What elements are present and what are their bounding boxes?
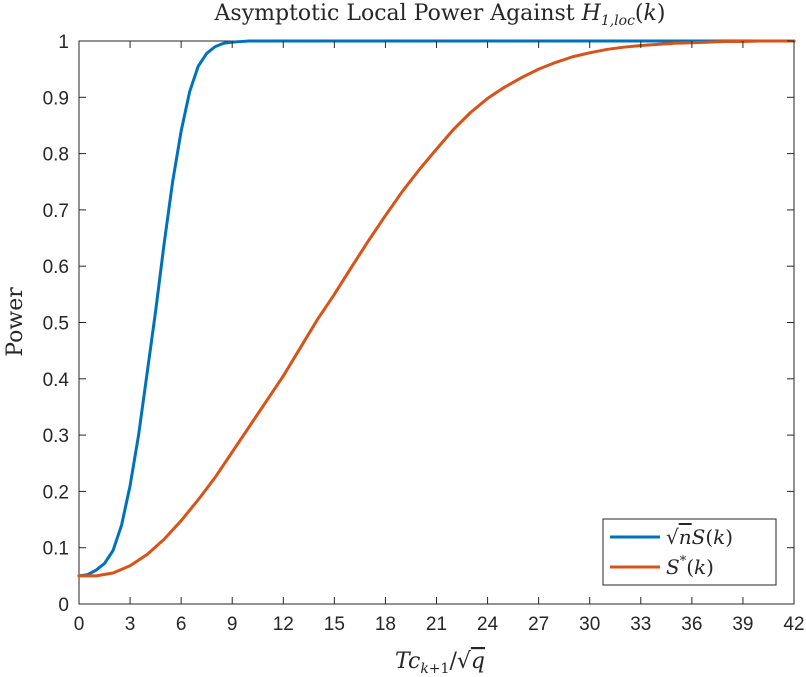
y-tick-label: 0.4 (43, 370, 70, 391)
series-line-s-star (77, 39, 796, 578)
y-tick-label: 0.1 (43, 539, 69, 560)
y-tick-label: 0.9 (43, 88, 69, 109)
y-axis-label: Power (3, 287, 28, 357)
y-tick-label: 0.2 (43, 482, 69, 503)
legend-label-sqrt-n-s: √nS(k) (666, 525, 733, 549)
plot-area: 0 3 6 9 12 15 18 21 24 27 30 33 36 39 4200.10.20.30.40… (43, 32, 805, 635)
y-tick-label: 0.5 (43, 314, 69, 335)
title-k-arg: (k) (635, 1, 666, 26)
x-tick-label: 39 (732, 614, 753, 635)
x-tick-label: 3 (125, 614, 136, 635)
x-tick-label: 36 (681, 614, 702, 635)
y-tick-label: 0 (58, 595, 69, 616)
x-tick-label: 30 (579, 614, 600, 635)
title-main-text: Asymptotic Local Power Against (214, 1, 582, 26)
legend-box (602, 518, 777, 586)
series-lines (77, 39, 796, 578)
legend-label-s-star: S*(k) (666, 554, 714, 579)
x-tick-label: 27 (528, 614, 549, 635)
x-tick-label: 18 (375, 614, 396, 635)
x-tick-label: 24 (477, 614, 499, 635)
y-tick-label: 0.6 (43, 257, 69, 278)
plot-frame (78, 40, 795, 605)
x-axis-label: Tck+1/√q (395, 649, 485, 677)
x-tick-label: 21 (426, 614, 447, 635)
y-tick-label: 0.8 (43, 145, 69, 166)
x-tick-label: 15 (324, 614, 345, 635)
x-tick-label: 9 (227, 614, 238, 635)
y-tick-label: 1 (58, 32, 69, 53)
axis-ticks: 0 3 6 9 12 15 18 21 24 27 30 33 36 39 4200.10.20.30.40… (43, 32, 805, 635)
y-tick-label: 0.3 (43, 426, 69, 447)
title-h-symbol: H (581, 1, 602, 26)
title-h-subscript: 1,loc (601, 13, 635, 29)
legend: √nS(k) S*(k) (602, 518, 777, 586)
y-tick-label: 0.7 (43, 201, 69, 222)
x-tick-label: 0 (74, 614, 85, 635)
chart-title: Asymptotic Local Power Against H1,loc(k) (214, 1, 666, 29)
x-tick-label: 6 (176, 614, 187, 635)
x-tick-label: 42 (783, 614, 804, 635)
x-tick-label: 33 (630, 614, 651, 635)
series-line-sqrt-n-s (77, 39, 796, 578)
x-tick-label: 12 (273, 614, 294, 635)
